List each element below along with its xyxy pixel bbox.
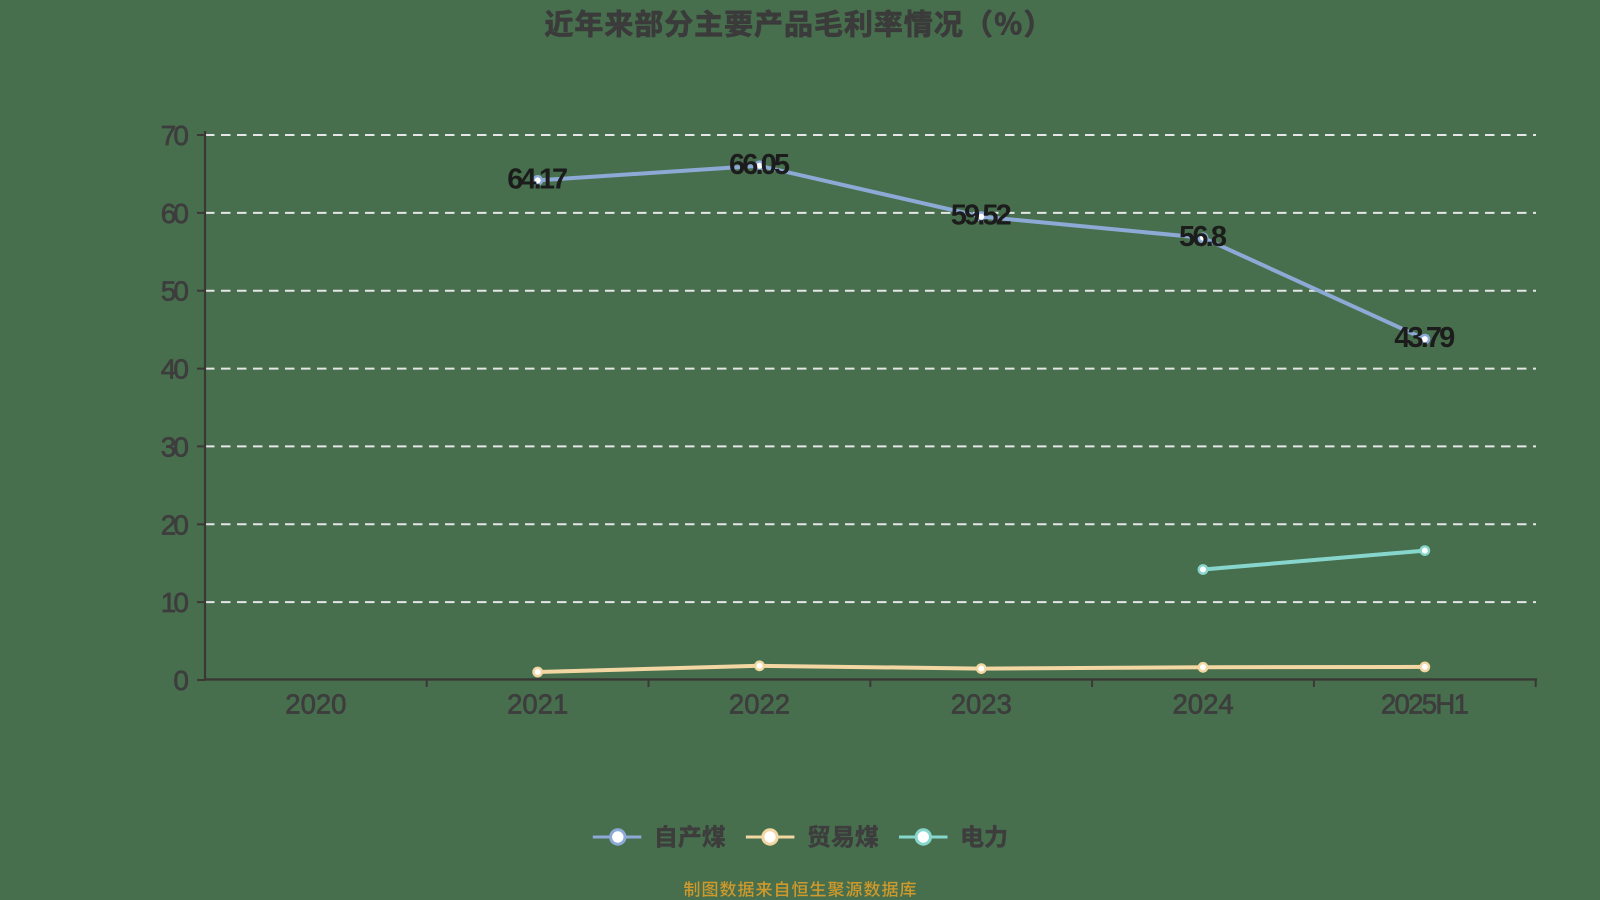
- svg-text:64.17: 64.17: [507, 163, 568, 195]
- svg-text:2025H1: 2025H1: [1381, 689, 1469, 720]
- svg-text:10: 10: [161, 587, 189, 618]
- svg-text:30: 30: [161, 431, 189, 462]
- svg-text:2023: 2023: [951, 689, 1012, 720]
- svg-text:0: 0: [173, 665, 189, 696]
- svg-text:20: 20: [161, 509, 189, 540]
- svg-text:2024: 2024: [1173, 689, 1234, 720]
- svg-text:70: 70: [161, 120, 189, 151]
- svg-text:2022: 2022: [729, 689, 790, 720]
- svg-text:2021: 2021: [507, 689, 568, 720]
- svg-text:2020: 2020: [285, 689, 346, 720]
- svg-text:50: 50: [161, 276, 189, 307]
- svg-text:56.8: 56.8: [1179, 221, 1227, 253]
- svg-text:40: 40: [161, 354, 189, 385]
- svg-text:66.05: 66.05: [729, 149, 790, 181]
- svg-text:43.79: 43.79: [1394, 322, 1455, 354]
- svg-text:60: 60: [161, 198, 189, 229]
- svg-text:59.52: 59.52: [951, 200, 1012, 232]
